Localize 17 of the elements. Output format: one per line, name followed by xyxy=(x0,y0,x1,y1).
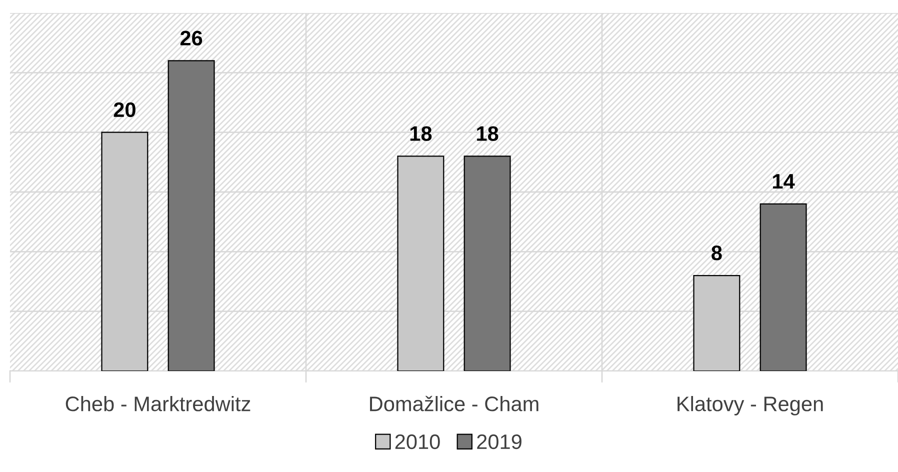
x-tick-label: Cheb - Marktredwitz xyxy=(66,396,250,412)
x-tick-label: Klatovy - Regen xyxy=(678,396,823,416)
data-label: 20 xyxy=(114,102,136,118)
bar xyxy=(760,203,807,371)
x-tick-label: Domažlice - Cham xyxy=(370,396,538,412)
bar xyxy=(101,132,148,371)
bar xyxy=(693,274,740,371)
bar xyxy=(168,60,215,371)
legend-label: 2010 xyxy=(395,434,440,450)
data-label: 18 xyxy=(477,126,498,141)
bar xyxy=(464,156,511,371)
bar xyxy=(397,156,444,371)
data-label: 26 xyxy=(180,30,202,46)
data-label: 18 xyxy=(410,126,432,141)
legend-label: 2019 xyxy=(477,434,522,450)
data-label: 14 xyxy=(773,174,795,188)
data-label: 8 xyxy=(712,246,722,260)
